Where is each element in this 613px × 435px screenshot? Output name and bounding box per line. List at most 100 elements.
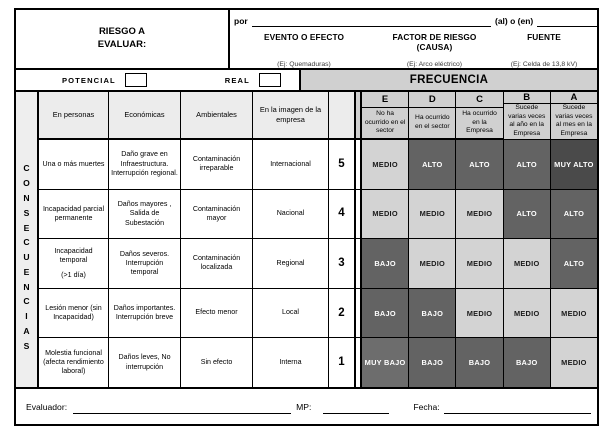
matrix-column-headers: En personas Económicas Ambientales En la… [39,92,598,140]
risk-cell-2-D[interactable]: BAJO [409,288,457,338]
risk-cell-5-A[interactable]: MUY ALTO [550,140,598,189]
risk-cell-5-D[interactable]: ALTO [409,140,457,189]
fuente-input-line[interactable] [537,12,597,27]
row-1-separator [356,338,362,387]
row-3-personas-line2: (>1 día) [61,270,86,279]
header-imagen-empresa: En la imagen de la empresa [253,92,329,138]
frequency-desc-A: Sucede varias veces al mes en la Empresa [550,104,598,139]
risk-to-evaluate-line2: EVALUAR: [97,39,147,50]
fuente-title: FUENTE [527,32,561,42]
frequency-letter-A: A [550,92,598,104]
row-4-ambientales: Contaminación mayor [181,189,253,239]
frequency-header-D: D Ha ocurrido en el sector [409,92,457,138]
risk-cell-2-B[interactable]: MEDIO [503,288,551,338]
risk-cell-1-E[interactable]: MUY BAJO [362,338,410,387]
risk-cell-3-A[interactable]: ALTO [550,239,598,288]
matrix-body: En personas Económicas Ambientales En la… [39,92,598,387]
risk-cell-4-B[interactable]: ALTO [503,189,551,239]
risk-cell-2-A[interactable]: MEDIO [550,288,598,338]
table-row: Incapacidad parcial permanente Daños may… [39,189,598,240]
frequency-desc-E: No ha ocurrido en el sector [362,108,409,138]
potencial-checkbox[interactable] [124,73,147,87]
potencial-real-group: POTENCIAL REAL [16,70,301,90]
evento-input-line[interactable] [251,12,378,27]
risk-cell-1-B[interactable]: BAJO [503,338,551,387]
frequency-letter-B: B [503,92,550,104]
row-2-personas: Lesión menor (sin Incapacidad) [39,288,109,338]
risk-cell-3-C[interactable]: MEDIO [456,239,504,288]
row-2-separator [356,288,362,338]
row-2-economicas: Daños importantes. Interrupción breve [109,288,181,338]
risk-cell-4-C[interactable]: MEDIO [456,189,504,239]
risk-cell-4-E[interactable]: MEDIO [362,189,410,239]
risk-cell-1-A[interactable]: MEDIO [550,338,598,387]
classification-row: POTENCIAL REAL FRECUENCIA [16,70,597,92]
risk-cell-4-D[interactable]: MEDIO [409,189,457,239]
risk-to-evaluate-label: RIESGO A EVALUAR: [16,10,230,68]
row-2-score: 2 [329,288,356,338]
risk-cell-3-D[interactable]: MEDIO [409,239,457,288]
header-en-personas: En personas [39,92,109,138]
row-4-separator [356,189,362,239]
risk-cell-3-E[interactable]: BAJO [362,239,410,288]
evento-fill-seg: por [230,10,378,27]
frequency-separator-header [356,92,362,138]
frequency-header-E: E No ha ocurrido en el sector [362,92,410,138]
matrix-frame: RIESGO A EVALUAR: por (al) o (en) [14,8,599,426]
column-evento-o-efecto: EVENTO O EFECTO (Ej: Quemaduras) [230,27,378,70]
consecuencias-axis-label: C O N S E C U E N C I A S [16,92,39,387]
row-4-economicas: Daños mayores , Salida de Subestación [109,189,181,239]
risk-cell-5-E[interactable]: MEDIO [362,140,410,189]
risk-cell-2-E[interactable]: BAJO [362,288,410,338]
table-row: Incapacidad temporal (>1 día) Daños seve… [39,239,598,289]
fecha-label: Fecha: [413,401,440,412]
frequency-header-C: C Ha ocurrido en la Empresa [456,92,504,138]
frequency-desc-B: Sucede varias veces al año en la Empresa [503,104,550,139]
risk-description-fields: por (al) o (en) EVENTO O EFECTO (Ej: Que [230,10,597,68]
row-4-imagen: Nacional [253,189,329,239]
risk-cell-4-A[interactable]: ALTO [550,189,598,239]
evaluador-label: Evaluador: [26,401,68,412]
row-1-economicas: Daños leves, No interrupción [109,338,181,387]
risk-cell-1-D[interactable]: BAJO [409,338,457,387]
header-score-column [329,92,356,138]
frecuencia-header: FRECUENCIA [301,70,597,90]
column-fuente: FUENTE (Ej: Celda de 13,8 kV) [491,27,597,70]
risk-cell-5-B[interactable]: ALTO [503,140,551,189]
table-row: Lesión menor (sin Incapacidad) Daños imp… [39,288,598,339]
frequency-letter-C: C [456,92,503,108]
row-5-ambientales: Contaminación irreparable [181,140,253,189]
risk-to-evaluate-line1: RIESGO A [98,26,146,38]
row-4-score: 4 [329,189,356,239]
connector-por-label: por [234,16,248,26]
evento-title: EVENTO O EFECTO [263,32,345,42]
frequency-header-B: B Sucede varias veces al año en la Empre… [503,92,551,139]
risk-description-header: RIESGO A EVALUAR: por (al) o (en) [16,10,597,70]
factor-example: (Ej: Arco eléctrico) [406,61,463,68]
real-checkbox[interactable] [258,73,281,87]
factor-fill-seg [378,10,491,27]
row-3-ambientales: Contaminación localizada [181,239,253,288]
row-5-economicas: Daño grave en Infraestructura. Interrupc… [109,140,181,189]
risk-cell-3-B[interactable]: MEDIO [503,239,551,288]
row-5-separator [356,140,362,189]
potencial-label: POTENCIAL [62,75,116,85]
row-3-personas-line1: Incapacidad temporal [54,247,93,265]
row-2-imagen: Local [253,288,329,338]
risk-cell-2-C[interactable]: MEDIO [456,288,504,338]
row-3-imagen: Regional [253,239,329,288]
factor-input-line[interactable] [378,12,491,27]
row-3-score: 3 [329,239,356,288]
fecha-input[interactable] [443,400,591,414]
row-3-separator [356,239,362,288]
row-1-ambientales: Sin efecto [181,338,253,387]
risk-cell-1-C[interactable]: BAJO [456,338,504,387]
frequency-desc-D: Ha ocurrido en el sector [409,108,456,138]
row-5-personas: Una o más muertes [39,140,109,189]
evaluador-input[interactable] [73,400,292,414]
mp-input[interactable] [323,400,390,414]
column-factor-de-riesgo: FACTOR DE RIESGO (CAUSA) (Ej: Arco eléct… [378,27,491,70]
header-economicas: Económicas [109,92,181,138]
risk-cell-5-C[interactable]: ALTO [456,140,504,189]
